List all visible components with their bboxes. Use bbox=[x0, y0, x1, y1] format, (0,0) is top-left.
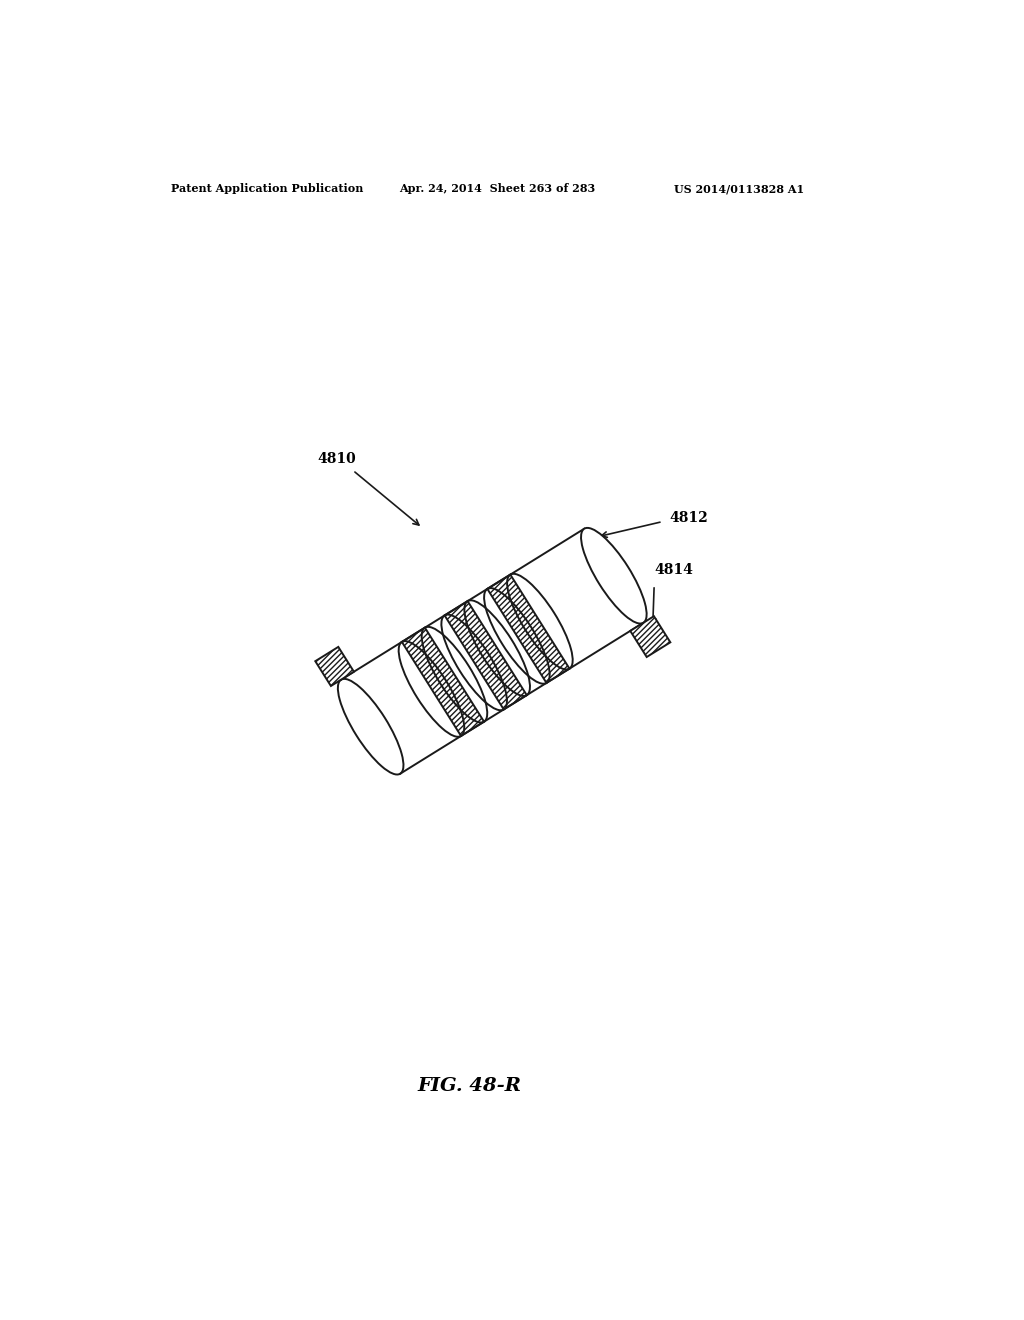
Ellipse shape bbox=[338, 678, 403, 775]
Polygon shape bbox=[444, 601, 526, 709]
Polygon shape bbox=[401, 627, 484, 737]
Text: US 2014/0113828 A1: US 2014/0113828 A1 bbox=[675, 183, 805, 194]
Text: 4810: 4810 bbox=[317, 451, 356, 466]
Polygon shape bbox=[487, 574, 569, 682]
Text: Apr. 24, 2014  Sheet 263 of 283: Apr. 24, 2014 Sheet 263 of 283 bbox=[399, 183, 596, 194]
Text: Patent Application Publication: Patent Application Publication bbox=[171, 183, 362, 194]
Polygon shape bbox=[444, 601, 526, 709]
Polygon shape bbox=[341, 529, 643, 774]
Polygon shape bbox=[401, 627, 484, 737]
Polygon shape bbox=[315, 647, 354, 686]
Ellipse shape bbox=[581, 528, 646, 623]
Polygon shape bbox=[630, 616, 671, 657]
Text: 4812: 4812 bbox=[669, 511, 708, 525]
Text: 4814: 4814 bbox=[654, 564, 693, 577]
Text: FIG. 48-R: FIG. 48-R bbox=[417, 1077, 521, 1096]
Polygon shape bbox=[487, 574, 569, 682]
